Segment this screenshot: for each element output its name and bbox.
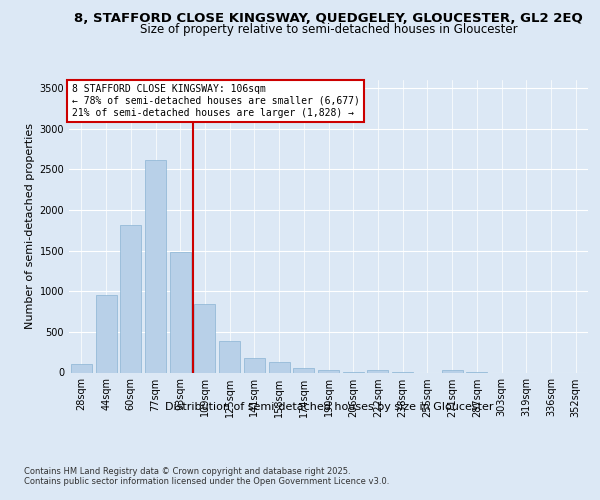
Bar xyxy=(120,224,141,372)
Bar xyxy=(71,364,92,372)
Text: 8 STAFFORD CLOSE KINGSWAY: 106sqm
← 78% of semi-detached houses are smaller (6,6: 8 STAFFORD CLOSE KINGSWAY: 106sqm ← 78% … xyxy=(71,84,359,117)
Text: Distribution of semi-detached houses by size in Gloucester: Distribution of semi-detached houses by … xyxy=(164,402,493,412)
Bar xyxy=(318,370,339,372)
Bar xyxy=(244,358,265,372)
Bar xyxy=(219,341,240,372)
Bar xyxy=(269,362,290,372)
Bar xyxy=(170,252,191,372)
Text: Contains public sector information licensed under the Open Government Licence v3: Contains public sector information licen… xyxy=(24,478,389,486)
Bar xyxy=(194,304,215,372)
Y-axis label: Number of semi-detached properties: Number of semi-detached properties xyxy=(25,123,35,329)
Bar xyxy=(95,294,116,372)
Text: Size of property relative to semi-detached houses in Gloucester: Size of property relative to semi-detach… xyxy=(140,22,518,36)
Text: 8, STAFFORD CLOSE KINGSWAY, QUEDGELEY, GLOUCESTER, GL2 2EQ: 8, STAFFORD CLOSE KINGSWAY, QUEDGELEY, G… xyxy=(74,12,583,26)
Bar xyxy=(367,370,388,372)
Bar xyxy=(442,370,463,372)
Bar xyxy=(293,368,314,372)
Bar xyxy=(145,160,166,372)
Text: Contains HM Land Registry data © Crown copyright and database right 2025.: Contains HM Land Registry data © Crown c… xyxy=(24,468,350,476)
